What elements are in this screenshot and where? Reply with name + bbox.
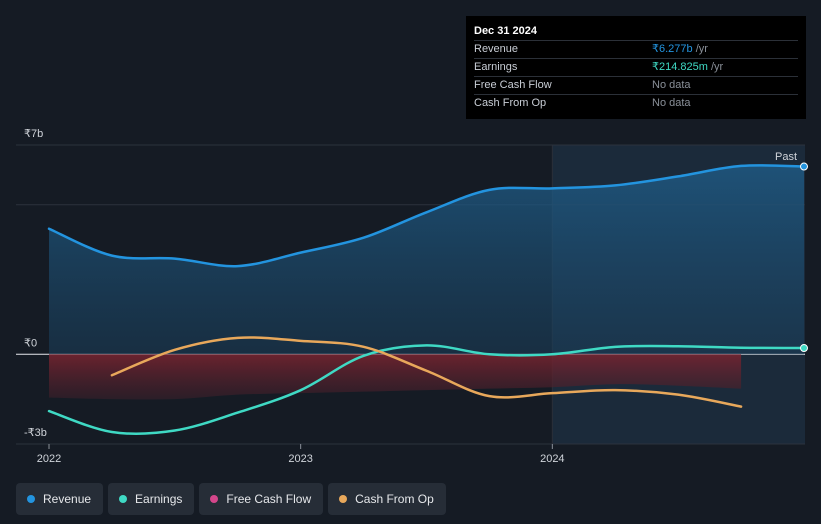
legend-label: Cash From Op (355, 492, 434, 506)
tooltip-label: Revenue (474, 43, 519, 55)
tooltip-unit: /yr (707, 61, 724, 73)
revenue-area (49, 165, 804, 355)
tooltip-date: Dec 31 2024 (474, 25, 537, 37)
y-axis-ticks: ₹7b ₹0 -₹3b (24, 128, 47, 439)
earnings-end-marker (800, 344, 808, 353)
tooltip-label: Cash From Op (474, 97, 547, 109)
tooltip-value: No data (652, 79, 691, 91)
legend-dot-icon (119, 495, 128, 503)
revenue-end-marker (800, 162, 808, 171)
tooltip-panel: Dec 31 2024 Revenue ₹6.277b /yr Earnings… (466, 16, 806, 119)
revenue-line (47, 164, 806, 268)
legend-label: Revenue (43, 492, 92, 506)
x-tick-label: 2024 (540, 453, 564, 465)
legend-item-cash-from-op[interactable]: Cash From Op (328, 483, 446, 515)
x-tick-label: 2022 (37, 453, 61, 465)
y-tick-label: ₹0 (24, 337, 37, 349)
areas (49, 165, 804, 400)
legend-item-revenue[interactable]: Revenue (16, 483, 104, 515)
tooltip-label: Earnings (474, 61, 518, 73)
x-axis-ticks: 2022 2023 2024 (37, 444, 565, 465)
legend-item-earnings[interactable]: Earnings (108, 483, 195, 515)
cash-from-op-line (110, 336, 743, 408)
tooltip-row-earnings: Earnings ₹214.825m /yr (474, 58, 798, 76)
tooltip-value: ₹214.825m (652, 61, 708, 73)
x-tick-label: 2023 (288, 453, 312, 465)
past-label: Past (775, 151, 797, 163)
series-lines (47, 164, 806, 436)
tooltip-row-revenue: Revenue ₹6.277b /yr (474, 40, 798, 58)
earnings-line (47, 344, 806, 436)
legend-item-free-cash-flow[interactable]: Free Cash Flow (199, 483, 324, 515)
tooltip-value: ₹6.277b (652, 43, 693, 55)
y-tick-label: ₹7b (24, 128, 43, 140)
tooltip-value: No data (652, 97, 691, 109)
free-cash-flow-area (49, 354, 742, 400)
y-tick-label: -₹3b (24, 427, 47, 439)
tooltip-row-fcf: Free Cash Flow No data (474, 76, 798, 94)
tooltip-label: Free Cash Flow (474, 79, 552, 91)
end-markers (800, 162, 808, 353)
legend-dot-icon (339, 495, 348, 503)
tooltip-row-cfo: Cash From Op No data (474, 94, 798, 112)
legend-dot-icon (210, 495, 219, 503)
tooltip-unit: /yr (692, 43, 708, 55)
legend: Revenue Earnings Free Cash Flow Cash Fro… (16, 483, 446, 515)
legend-dot-icon (27, 495, 35, 503)
legend-label: Free Cash Flow (226, 492, 312, 506)
legend-label: Earnings (135, 492, 183, 506)
